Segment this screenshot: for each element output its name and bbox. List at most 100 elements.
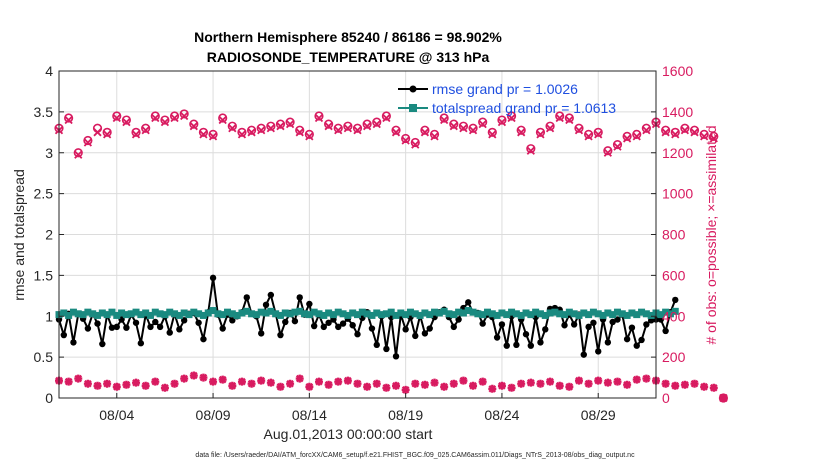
rmse-point <box>585 323 592 331</box>
obs_possible-point <box>468 123 478 133</box>
obs_possible-point <box>352 123 363 133</box>
totalspread-point <box>219 311 227 319</box>
obs_low-point <box>459 376 468 385</box>
obs_possible-point <box>564 113 574 123</box>
rmse-point <box>70 339 77 346</box>
obs_possible-point <box>179 109 189 119</box>
legend-rmse-marker <box>409 85 417 93</box>
obs_low-point <box>642 374 651 383</box>
right-axis-tick-label: 1000 <box>662 186 693 202</box>
obs_possible-point <box>83 135 93 146</box>
right-axis-tick-label: 600 <box>662 267 686 283</box>
totalspread-point <box>647 311 655 319</box>
rmse-point <box>325 319 332 326</box>
obs_possible-point <box>661 125 671 135</box>
obs_possible-point <box>535 127 546 137</box>
totalspread-point <box>517 311 525 319</box>
right-axis-tick-label: 1600 <box>662 63 693 79</box>
obs_assimilated-point <box>276 122 285 131</box>
obs_possible-point <box>362 119 372 129</box>
obs_low-point <box>315 377 323 386</box>
totalspread-point <box>228 310 236 318</box>
obs_possible-point <box>593 127 603 137</box>
rmse-point <box>503 342 510 349</box>
obs_assimilated-point <box>199 130 208 139</box>
totalspread-point <box>397 309 405 317</box>
obs_possible-point <box>603 146 613 156</box>
totalspread-point <box>224 308 232 316</box>
obs_low-point <box>257 376 266 385</box>
obs_possible-point <box>401 133 411 144</box>
rmse-point <box>354 331 361 338</box>
totalspread-point <box>315 310 323 318</box>
totalspread-point <box>609 311 617 319</box>
obs_possible-point <box>449 119 459 129</box>
rmse-point <box>176 326 183 333</box>
footer-data-file: data file: /Users/raeder/DAI/ATM_forcXX/… <box>195 452 635 459</box>
totalspread-point <box>358 308 366 316</box>
obs_assimilated-point <box>93 128 102 137</box>
obs_assimilated-point <box>671 130 680 139</box>
totalspread-point <box>238 309 246 317</box>
obs_low-point <box>546 377 554 386</box>
rmse-point <box>373 341 380 349</box>
obs_assimilated-point <box>690 128 699 137</box>
totalspread-point <box>387 308 395 316</box>
right-axis: 0 200 400 600 800 1000 1200 1400 1600 <box>651 63 693 406</box>
rmse-point <box>84 325 92 332</box>
totalspread-point <box>671 307 679 315</box>
obs_possible-point <box>73 148 83 158</box>
obs_possible-point <box>131 127 141 137</box>
rmse-point <box>123 324 130 331</box>
obs_low-point <box>661 379 670 388</box>
rmse-point <box>542 326 549 333</box>
obs_low-point <box>122 380 131 389</box>
obs_assimilated-point <box>237 130 247 139</box>
rmse-point <box>267 291 275 299</box>
obs_possible-point <box>121 115 132 125</box>
obs_possible-point <box>429 129 440 139</box>
obs_low-point <box>103 379 111 388</box>
left-axis: 0 0.5 1 1.5 2 2.5 3 3.5 4 <box>34 63 64 406</box>
rmse-point <box>672 296 679 304</box>
totalspread-point <box>488 310 496 318</box>
rmse-point <box>306 300 313 308</box>
bottom-axis: 08/04 08/09 08/14 08/19 08/24 08/29 <box>99 393 616 423</box>
x-axis-label: Aug.01,2013 00:00:00 start <box>264 426 433 442</box>
obs_possible-point <box>478 117 488 127</box>
rmse-point <box>195 319 202 326</box>
obs_possible-point <box>304 129 314 139</box>
totalspread-point <box>411 310 419 318</box>
totalspread-point <box>503 311 511 319</box>
totalspread-point <box>281 309 289 317</box>
chart-title-line2: RADIOSONDE_TEMPERATURE @ 313 hPa <box>207 49 490 65</box>
totalspread-point <box>402 311 410 319</box>
obs_possible-point <box>458 121 469 131</box>
obs_assimilated-point <box>362 122 372 131</box>
obs_possible-point <box>275 119 286 129</box>
obs_low-point <box>681 380 689 389</box>
obs_low-point <box>334 377 343 386</box>
rmse-point <box>209 274 217 282</box>
totalspread-point <box>474 310 482 318</box>
left-axis-tick-label: 1.5 <box>34 267 54 283</box>
obs_possible-point <box>670 127 680 137</box>
left-axis-tick-label: 3.5 <box>34 104 54 120</box>
obs_low-point <box>719 394 728 402</box>
totalspread-point <box>483 308 491 316</box>
rmse-point <box>426 325 433 332</box>
obs_possible-point <box>112 111 122 121</box>
obs_assimilated-point <box>382 113 391 123</box>
obs_possible-point <box>574 123 584 133</box>
right-axis-tick-label: 0 <box>662 390 670 406</box>
obs_possible-point <box>64 113 74 123</box>
totalspread-point <box>392 311 400 319</box>
obs_low-point <box>584 379 593 388</box>
totalspread-point <box>171 310 179 318</box>
rmse-point <box>368 325 376 332</box>
obs_low-point <box>161 383 169 392</box>
rmse-point <box>633 342 640 349</box>
totalspread-point <box>310 308 318 316</box>
obs_possible-point <box>141 123 151 133</box>
rmse-point <box>450 323 457 331</box>
